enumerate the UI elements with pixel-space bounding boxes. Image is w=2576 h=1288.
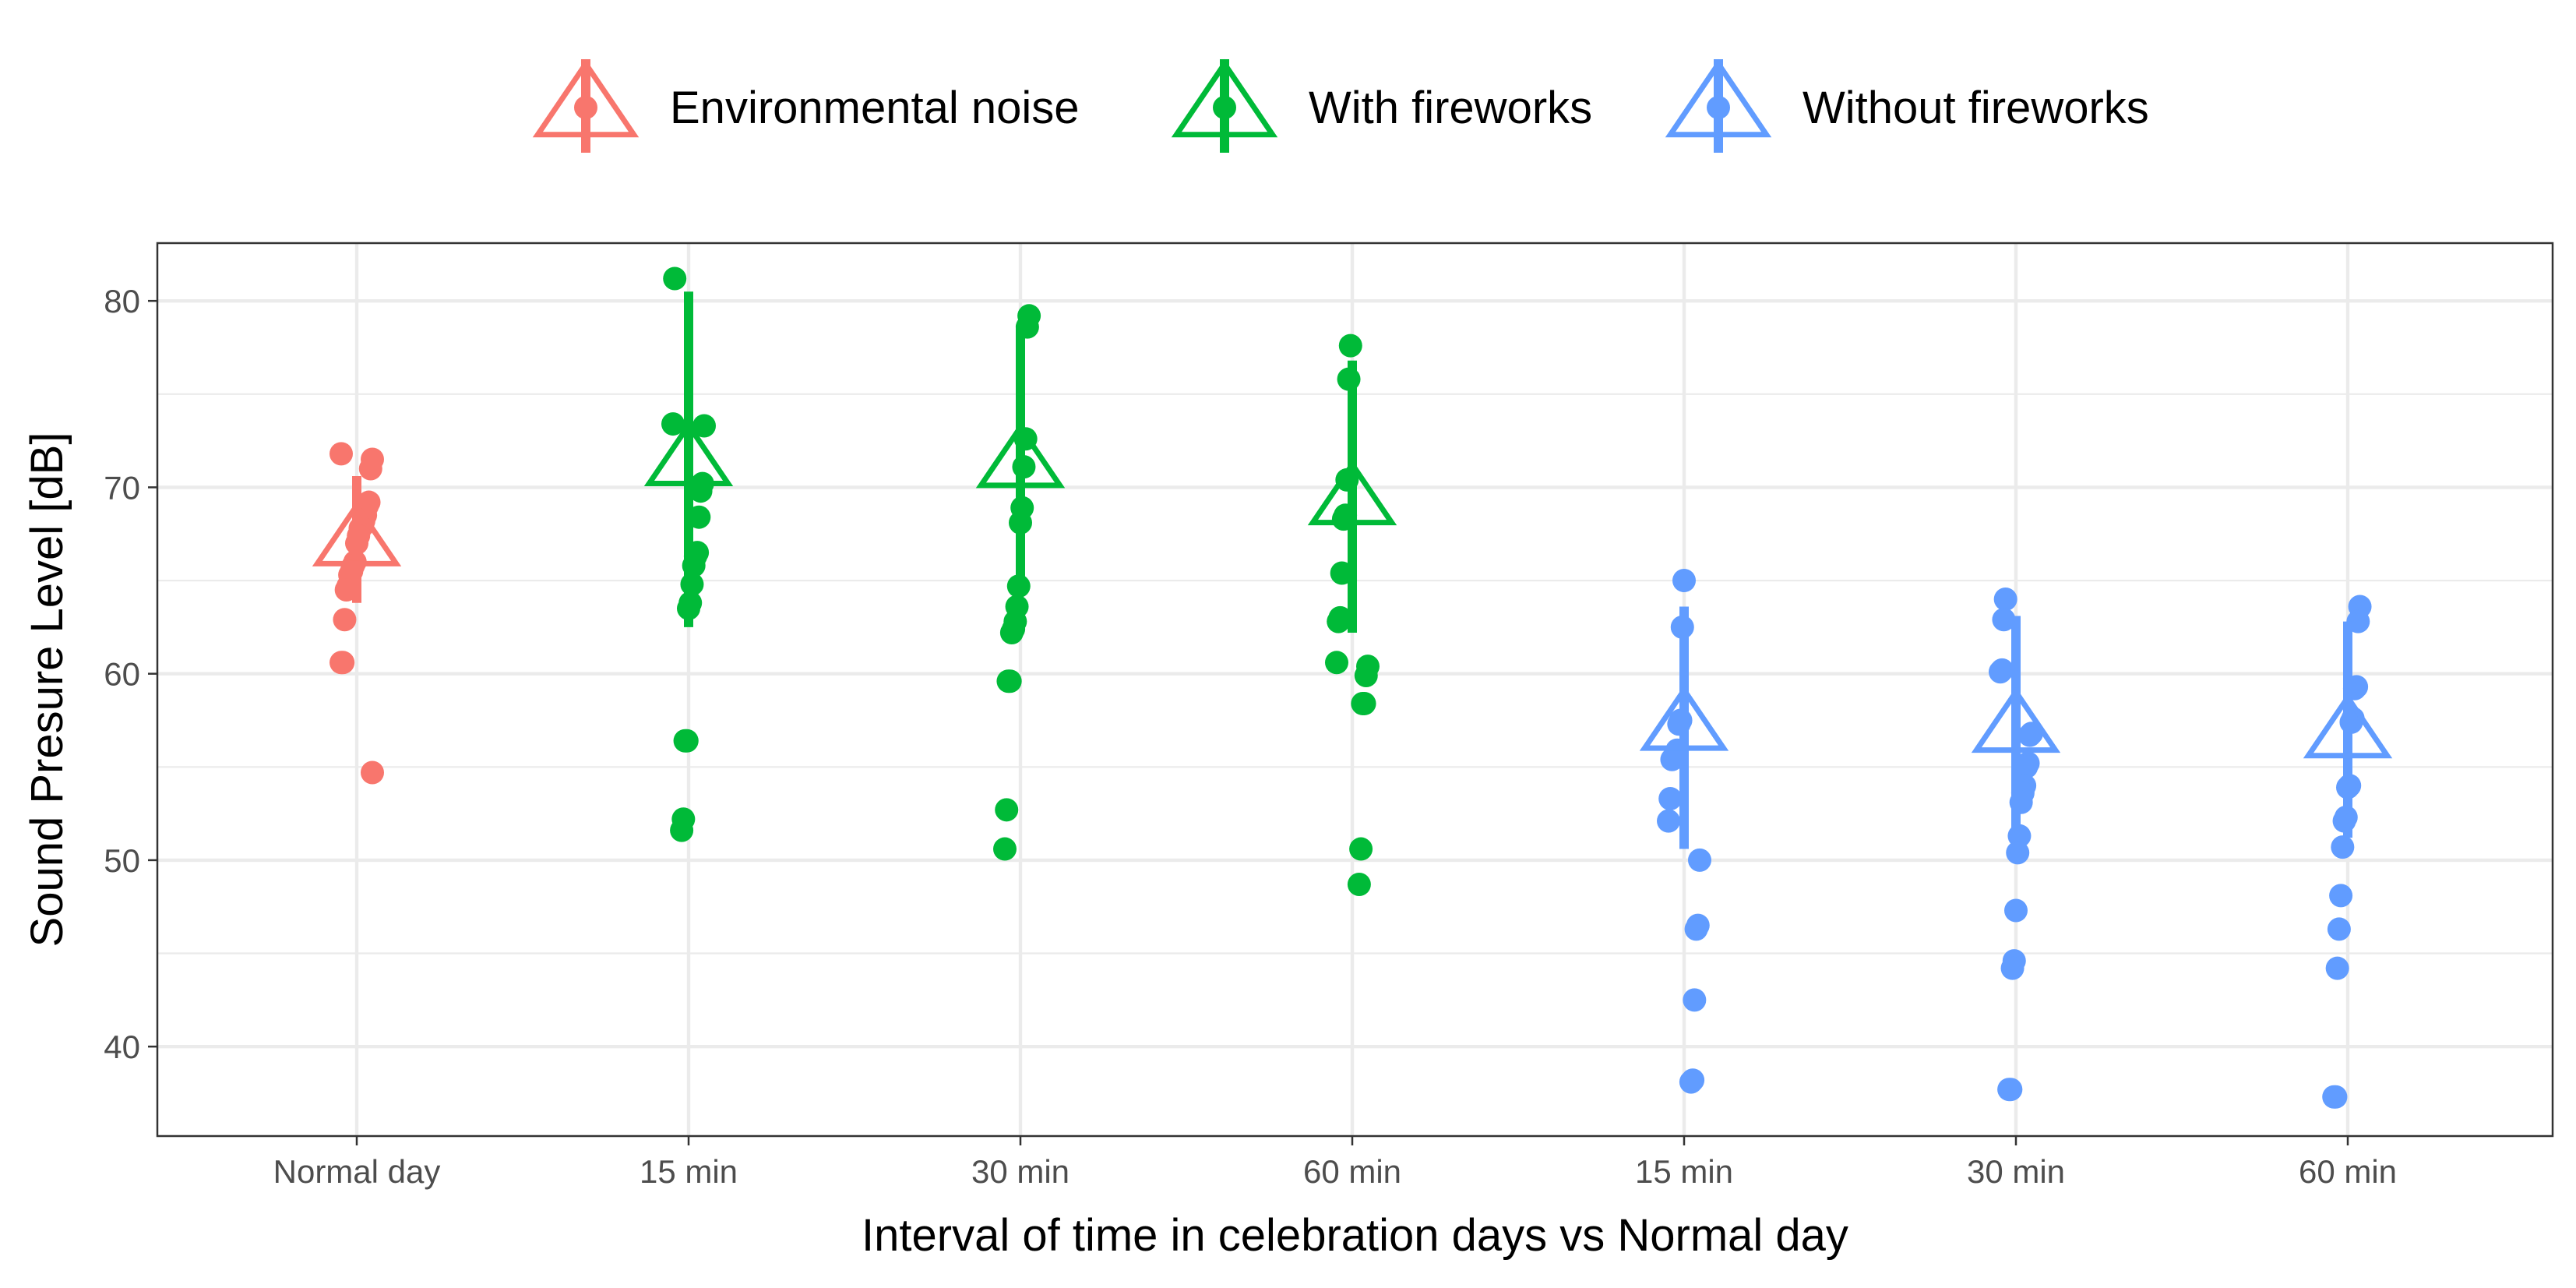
y-axis-title: Sound Presure Level [dB] (22, 432, 72, 947)
data-point (1660, 747, 1684, 771)
x-tick-label: 15 min (1635, 1153, 1733, 1190)
data-point (673, 729, 697, 753)
y-tick-label: 40 (104, 1029, 140, 1065)
data-point (692, 414, 716, 438)
mean-marker (975, 422, 1066, 489)
x-tick-label: 30 min (1967, 1153, 2065, 1190)
data-point (2325, 956, 2349, 980)
data-point (2331, 835, 2355, 859)
data-point (329, 651, 353, 675)
series-with-fireworks (643, 266, 1397, 897)
data-point (2322, 1085, 2346, 1109)
series-environmental-noise (312, 442, 402, 785)
data-marks (312, 266, 2393, 1109)
x-axis: Normal day 15 min 30 min 60 min 15 min 30 min… (273, 1136, 2397, 1190)
y-tick-label: 60 (104, 656, 140, 693)
data-point (995, 798, 1019, 822)
data-point (2329, 884, 2353, 908)
data-point (993, 837, 1017, 861)
y-axis: 40 50 60 70 80 (104, 283, 157, 1065)
legend-label: With fireworks (1309, 83, 1592, 133)
legend-label: Environmental noise (670, 83, 1080, 133)
data-point (2006, 841, 2030, 865)
x-tick-label: 60 min (1303, 1153, 1401, 1190)
data-point (2327, 917, 2351, 941)
x-tick-label: 60 min (2299, 1153, 2397, 1190)
legend-key-triangle (1665, 58, 1772, 138)
mean-marker (312, 500, 402, 566)
data-point (661, 412, 685, 436)
data-point (1684, 917, 1708, 941)
plot-panel-border (156, 242, 2554, 1138)
data-point (1989, 660, 2012, 684)
data-point (333, 608, 357, 632)
y-tick-label: 70 (104, 469, 140, 506)
x-axis-title: Interval of time in celebration days vs … (862, 1210, 1848, 1261)
data-point (1658, 786, 1683, 810)
data-point (663, 266, 687, 291)
data-point (996, 669, 1020, 693)
x-tick-label: 15 min (640, 1153, 738, 1190)
data-point (1688, 848, 1711, 872)
x-tick-label: Normal day (273, 1153, 441, 1190)
data-point (1997, 1078, 2021, 1102)
mean-marker (1639, 685, 1729, 751)
legend-key-point (1213, 96, 1236, 119)
data-point (1992, 608, 2016, 632)
legend-item: Environmental noise (532, 58, 1080, 153)
data-point (1325, 651, 1348, 675)
data-point (1993, 587, 2017, 611)
legend-item: Without fireworks (1665, 58, 2149, 153)
data-point (2004, 898, 2028, 923)
data-point (1657, 809, 1680, 833)
legend-key-point (574, 96, 597, 119)
mean-marker (2303, 692, 2393, 759)
data-point (1347, 873, 1371, 897)
mean-marker (643, 420, 734, 486)
data-point (2000, 956, 2025, 980)
data-point (1679, 1070, 1703, 1094)
data-point (361, 760, 384, 785)
legend-key-point (1707, 96, 1730, 119)
legend: Environmental noise With fireworks Without… (532, 58, 2149, 153)
data-point (1683, 988, 1707, 1012)
y-tick-label: 50 (104, 842, 140, 879)
data-point (2017, 723, 2042, 747)
data-point (999, 621, 1024, 645)
x-tick-label: 30 min (971, 1153, 1070, 1190)
mean-marker (1307, 459, 1397, 526)
legend-label: Without fireworks (1802, 83, 2149, 133)
mean-marker (1971, 686, 2061, 753)
data-point (1327, 609, 1351, 633)
legend-item: With fireworks (1171, 58, 1592, 153)
data-point (1338, 333, 1362, 358)
data-point (329, 442, 353, 466)
series-without-fireworks (1639, 569, 2393, 1109)
legend-key-triangle (532, 58, 640, 138)
data-point (1672, 569, 1696, 593)
data-point (670, 818, 694, 842)
y-tick-label: 80 (104, 283, 140, 319)
legend-key-triangle (1171, 58, 1278, 138)
data-point (1351, 691, 1375, 715)
data-point (1354, 664, 1378, 688)
data-point (358, 457, 382, 481)
data-point (1349, 837, 1373, 861)
